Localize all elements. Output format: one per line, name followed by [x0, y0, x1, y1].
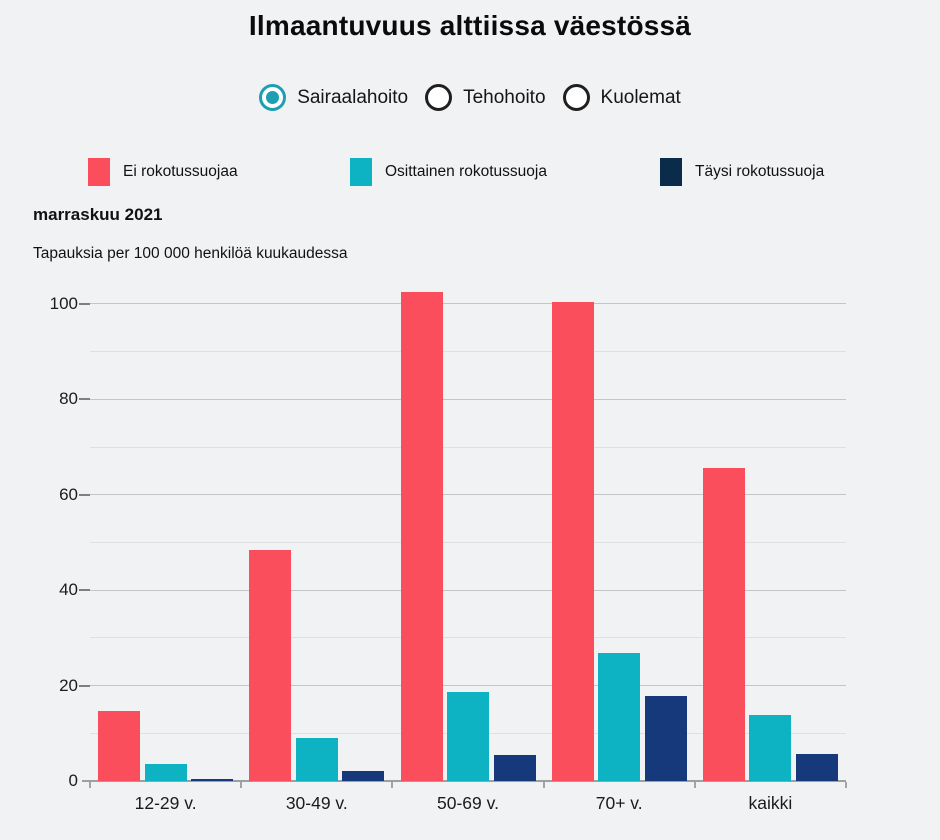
legend-swatch-icon: [88, 158, 110, 186]
legend-item-osittainen-rokotussuoja: Osittainen rokotussuoja: [350, 158, 547, 186]
legend-swatch-icon: [660, 158, 682, 186]
page-title: Ilmaantuvuus alttiissa väestössä: [248, 10, 692, 41]
bar-osittainen-rokotussuoja-70-v: [598, 653, 641, 781]
bar-t-ysi-rokotussuoja-70-v: [644, 695, 687, 781]
gridline-30: [90, 637, 846, 639]
x-axis-line: [82, 780, 846, 782]
radio-label: Sairaalahoito: [297, 86, 409, 108]
legend-label: Täysi rokotussuoja: [695, 163, 825, 180]
gridline-80: [90, 398, 846, 400]
x-category-label: 12-29 v.: [134, 793, 197, 813]
gridline-40: [90, 589, 846, 591]
bar-osittainen-rokotussuoja-30-49-v: [295, 737, 338, 781]
x-boundary-tick: [89, 782, 91, 788]
legend-label: Ei rokotussuojaa: [123, 163, 238, 180]
radio-option-kuolemat[interactable]: Kuolemat: [562, 84, 681, 111]
bar-t-ysi-rokotussuoja-30-49-v: [342, 770, 385, 781]
y-tick-mark: [79, 589, 90, 592]
bar-ei-rokotussuojaa-kaikki: [702, 467, 745, 781]
bar-ei-rokotussuojaa-30-49-v: [249, 550, 292, 781]
radio-label: Kuolemat: [600, 86, 681, 108]
bar-t-ysi-rokotussuoja-12-29-v: [191, 778, 234, 781]
x-category-label: 50-69 v.: [437, 793, 499, 813]
legend-item-t-ysi-rokotussuoja: Täysi rokotussuoja: [660, 158, 824, 186]
bar-ei-rokotussuojaa-12-29-v: [98, 710, 141, 781]
bar-osittainen-rokotussuoja-12-29-v: [144, 763, 187, 781]
x-boundary-tick: [542, 782, 545, 788]
x-category-label: kaikki: [748, 793, 793, 813]
gridline-50: [90, 541, 846, 543]
bar-ei-rokotussuojaa-50-69-v: [400, 292, 443, 781]
metric-radio-group: Sairaalahoito Tehohoito Kuolemat: [0, 84, 940, 111]
y-tick-label: 100: [49, 293, 78, 313]
chart-subtitle-month: marraskuu 2021: [33, 205, 163, 224]
radio-selected-icon: [259, 84, 287, 111]
y-tick-mark: [79, 398, 90, 401]
radio-dot-icon: [266, 91, 280, 104]
legend-swatch-icon: [350, 158, 372, 186]
y-tick-label: 0: [68, 771, 78, 790]
radio-unselected-icon: [425, 84, 453, 111]
x-boundary-tick: [240, 782, 243, 788]
x-boundary-tick: [391, 782, 394, 788]
y-tick-mark: [79, 302, 90, 305]
axis-unit-note: Tapauksia per 100 000 henkilöä kuukaudes…: [33, 245, 348, 262]
y-tick-mark: [79, 493, 90, 496]
bar-t-ysi-rokotussuoja-50-69-v: [493, 755, 536, 781]
y-tick-label: 40: [59, 580, 78, 600]
legend-item-ei-rokotussuojaa: Ei rokotussuojaa: [88, 158, 238, 186]
gridline-60: [90, 494, 846, 496]
y-tick-label: 80: [59, 389, 78, 409]
x-category-label: 70+ v.: [595, 793, 643, 813]
radio-option-sairaalahoito[interactable]: Sairaalahoito: [259, 84, 408, 111]
bar-ei-rokotussuojaa-70-v: [551, 302, 594, 781]
gridline-70: [90, 446, 846, 448]
x-category-label: 30-49 v.: [285, 793, 348, 813]
y-tick-mark: [79, 684, 90, 687]
bar-osittainen-rokotussuoja-50-69-v: [447, 691, 489, 781]
gridline-20: [90, 685, 846, 687]
radio-unselected-icon: [562, 84, 590, 111]
radio-option-tehohoito[interactable]: Tehohoito: [425, 84, 546, 111]
y-tick-label: 60: [59, 484, 78, 504]
gridline-100: [90, 303, 846, 305]
x-boundary-tick: [693, 782, 696, 788]
gridline-90: [90, 351, 846, 353]
bar-t-ysi-rokotussuoja-kaikki: [795, 754, 838, 781]
legend-label: Osittainen rokotussuoja: [385, 163, 547, 180]
x-boundary-tick: [845, 782, 847, 788]
gridline-10: [90, 732, 846, 734]
bar-osittainen-rokotussuoja-kaikki: [749, 714, 792, 781]
y-tick-label: 20: [59, 675, 78, 695]
radio-label: Tehohoito: [463, 86, 546, 108]
